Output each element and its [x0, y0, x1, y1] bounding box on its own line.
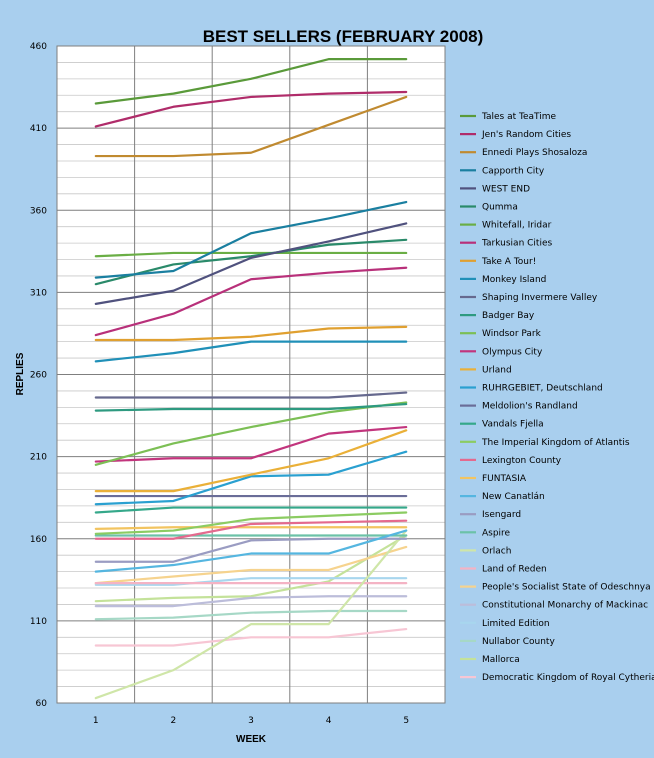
series-line	[94, 200, 408, 279]
legend-label: Nullabor County	[482, 637, 555, 647]
y-tick-label: 360	[30, 206, 47, 216]
y-tick-label: 410	[30, 124, 47, 134]
legend-label: Aspire	[482, 528, 511, 538]
y-tick-label: 110	[30, 617, 47, 627]
y-tick-label: 310	[30, 288, 47, 298]
legend-label: Ennedi Plays Shosaloza	[482, 148, 587, 158]
legend-label: Tales at TeaTime	[481, 112, 557, 122]
series-lines	[94, 58, 408, 700]
legend-label: Jen's Random Cities	[481, 130, 571, 140]
series-line	[94, 511, 408, 535]
legend-label: Windsor Park	[482, 329, 542, 339]
legend-label: Orlach	[482, 546, 511, 556]
legend-label: Shaping Invermere Valley	[482, 293, 598, 303]
series-line	[94, 595, 408, 608]
y-tick-label: 260	[30, 371, 47, 381]
series-line	[94, 266, 408, 337]
legend-label: Isengard	[482, 510, 521, 520]
y-tick-label: 160	[30, 535, 47, 545]
legend-label: Monkey Island	[482, 275, 546, 285]
series-line	[94, 545, 408, 585]
series-line	[94, 340, 408, 363]
legend-label: RUHRGEBIET, Deutschland	[482, 384, 603, 394]
series-line	[94, 391, 408, 399]
series-line	[94, 251, 408, 258]
legend: Tales at TeaTime Jen's Random Cities Enned…	[460, 112, 654, 683]
gridlines	[56, 45, 446, 704]
series-line	[94, 429, 408, 493]
legend-label: Urland	[482, 365, 512, 375]
legend-label: Limited Edition	[482, 619, 550, 629]
y-axis-label: REPLIES	[15, 352, 26, 395]
legend-label: Olympus City	[482, 347, 543, 357]
chart-title: BEST SELLERS (FEBRUARY 2008)	[203, 27, 484, 46]
series-line	[94, 609, 408, 621]
legend-label: Lexington County	[482, 456, 562, 466]
legend-label: Badger Bay	[482, 311, 535, 321]
plot-border	[56, 45, 446, 704]
series-line	[94, 537, 408, 563]
legend-label: Land of Reden	[482, 565, 547, 575]
x-axis-label: WEEK	[236, 734, 267, 745]
y-tick-label: 210	[30, 453, 47, 463]
series-line	[94, 401, 408, 466]
series-line	[94, 506, 408, 514]
series-line	[94, 529, 408, 700]
legend-label: Meldolion's Randland	[482, 402, 578, 412]
series-line	[94, 577, 408, 586]
legend-label: Tarkusian Cities	[481, 239, 552, 249]
series-line	[94, 534, 408, 603]
series-line	[94, 90, 408, 128]
legend-label: Mallorca	[482, 655, 520, 665]
legend-label: WEST END	[482, 184, 530, 194]
legend-label: Qumma	[482, 203, 518, 213]
x-tick-label: 3	[248, 716, 254, 726]
legend-label: Constitutional Monarchy of Mackinac	[482, 601, 648, 611]
y-tick-label: 460	[30, 42, 47, 52]
y-tick-labels: 60 110 160 210 260 310 360 410 460	[30, 42, 47, 709]
legend-label: FUNTASIA	[482, 474, 527, 484]
y-tick-label: 60	[36, 699, 48, 709]
series-line	[94, 450, 408, 506]
series-line	[94, 58, 408, 105]
series-line	[94, 222, 408, 305]
x-tick-labels: 1 2 3 4 5	[93, 716, 409, 726]
series-line	[94, 529, 408, 573]
series-line	[94, 526, 408, 530]
legend-label: Vandals Fjella	[482, 420, 544, 430]
legend-label: Democratic Kingdom of Royal Cytheria	[482, 673, 654, 683]
series-line	[94, 238, 408, 286]
x-tick-label: 1	[93, 716, 99, 726]
series-line	[94, 425, 408, 463]
legend-label: New Canatlán	[482, 492, 545, 502]
legend-label: People's Socialist State of Odeschnya	[482, 583, 651, 593]
x-tick-label: 2	[171, 716, 177, 726]
series-line	[94, 325, 408, 342]
legend-label: Take A Tour!	[481, 257, 536, 267]
x-tick-label: 4	[326, 716, 332, 726]
series-line	[94, 95, 408, 158]
legend-label: The Imperial Kingdom of Atlantis	[481, 438, 630, 448]
series-line	[94, 519, 408, 540]
legend-label: Capporth City	[482, 166, 545, 176]
x-tick-label: 5	[403, 716, 409, 726]
legend-label: Whitefall, Iridar	[482, 221, 552, 231]
series-line	[94, 627, 408, 647]
series-line	[94, 402, 408, 412]
